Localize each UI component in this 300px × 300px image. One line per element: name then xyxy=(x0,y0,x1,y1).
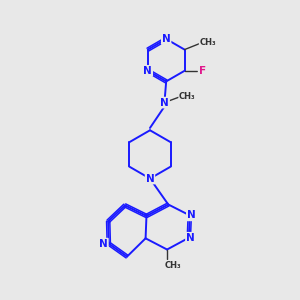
Text: N: N xyxy=(162,34,171,44)
Text: N: N xyxy=(186,233,195,243)
Text: CH₃: CH₃ xyxy=(179,92,196,101)
Text: CH₃: CH₃ xyxy=(200,38,216,47)
Text: N: N xyxy=(99,238,108,249)
Text: CH₃: CH₃ xyxy=(165,261,181,270)
Text: N: N xyxy=(143,66,152,76)
Text: F: F xyxy=(199,66,206,76)
Text: N: N xyxy=(187,210,196,220)
Text: N: N xyxy=(160,98,169,108)
Text: N: N xyxy=(146,174,154,184)
